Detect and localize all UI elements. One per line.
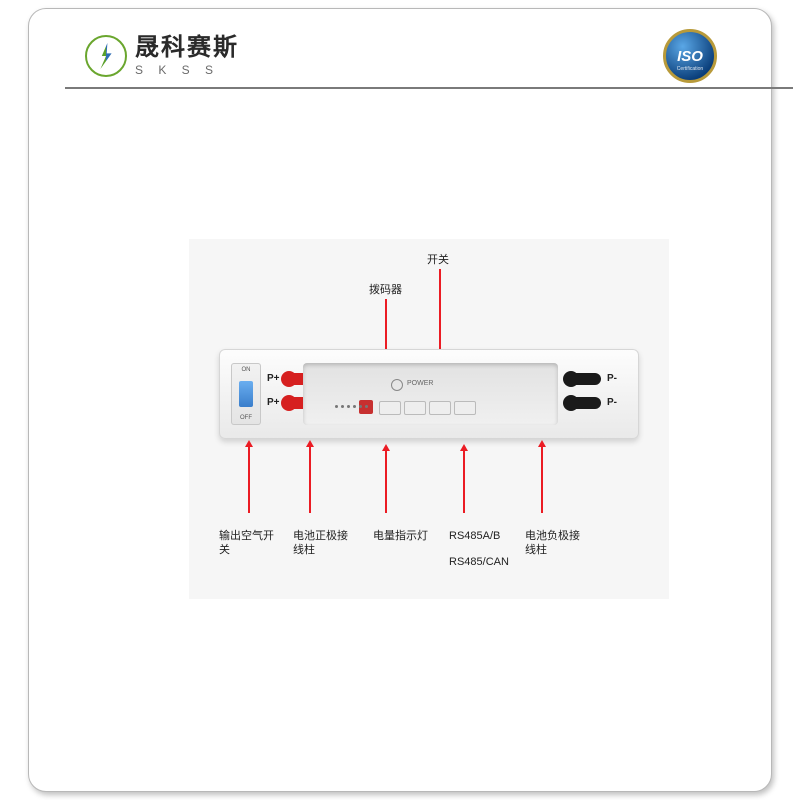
arrow-rs485 bbox=[463, 449, 465, 513]
label-negative: 电池负极接 线柱 bbox=[525, 529, 580, 558]
p-minus-label-1: P- bbox=[607, 373, 617, 384]
label-positive: 电池正极接 线柱 bbox=[293, 529, 348, 558]
arrow-positive bbox=[309, 445, 311, 513]
logo-bolt-icon bbox=[85, 35, 127, 77]
diagram-panel: 开关 拨码器 ON OFF P+ P+ POWER bbox=[189, 239, 669, 599]
power-label: POWER bbox=[407, 380, 433, 387]
terminal-negative-2 bbox=[567, 397, 601, 409]
device-recess bbox=[303, 363, 558, 425]
arrow-breaker bbox=[248, 445, 250, 513]
breaker-on-label: ON bbox=[231, 367, 261, 373]
arrow-led bbox=[385, 449, 387, 513]
brand-cn: 晟科赛斯 bbox=[135, 35, 239, 61]
header-divider bbox=[65, 87, 793, 89]
label-switch: 开关 bbox=[427, 253, 449, 267]
p-minus-label-2: P- bbox=[607, 397, 617, 408]
p-plus-label-2: P+ bbox=[267, 397, 280, 408]
breaker-off-label: OFF bbox=[231, 415, 261, 421]
iso-main: ISO bbox=[677, 48, 703, 65]
brand-en: S K S S bbox=[135, 64, 239, 77]
label-breaker: 输出空气开 关 bbox=[219, 529, 274, 558]
terminal-negative-1 bbox=[567, 373, 601, 385]
label-rs485ab: RS485A/B bbox=[449, 529, 500, 543]
label-dip: 拨码器 bbox=[369, 283, 402, 297]
label-rs485can: RS485/CAN bbox=[449, 555, 509, 569]
iso-sub: Certification bbox=[677, 66, 703, 72]
outer-frame: 晟科赛斯 S K S S ISO Certification 开关 拨码器 ON… bbox=[28, 8, 772, 792]
air-breaker: ON OFF bbox=[231, 363, 261, 425]
led-indicator-icon bbox=[335, 405, 368, 408]
p-plus-label-1: P+ bbox=[267, 373, 280, 384]
arrow-negative bbox=[541, 445, 543, 513]
iso-badge: ISO Certification bbox=[663, 29, 717, 83]
device-body: ON OFF P+ P+ POWER P- P- bbox=[219, 349, 639, 439]
breaker-switch-icon bbox=[239, 381, 253, 407]
rs485-ports bbox=[379, 401, 476, 415]
label-led: 电量指示灯 bbox=[373, 529, 428, 543]
power-button-icon bbox=[391, 379, 403, 391]
brand-logo: 晟科赛斯 S K S S bbox=[85, 35, 239, 77]
